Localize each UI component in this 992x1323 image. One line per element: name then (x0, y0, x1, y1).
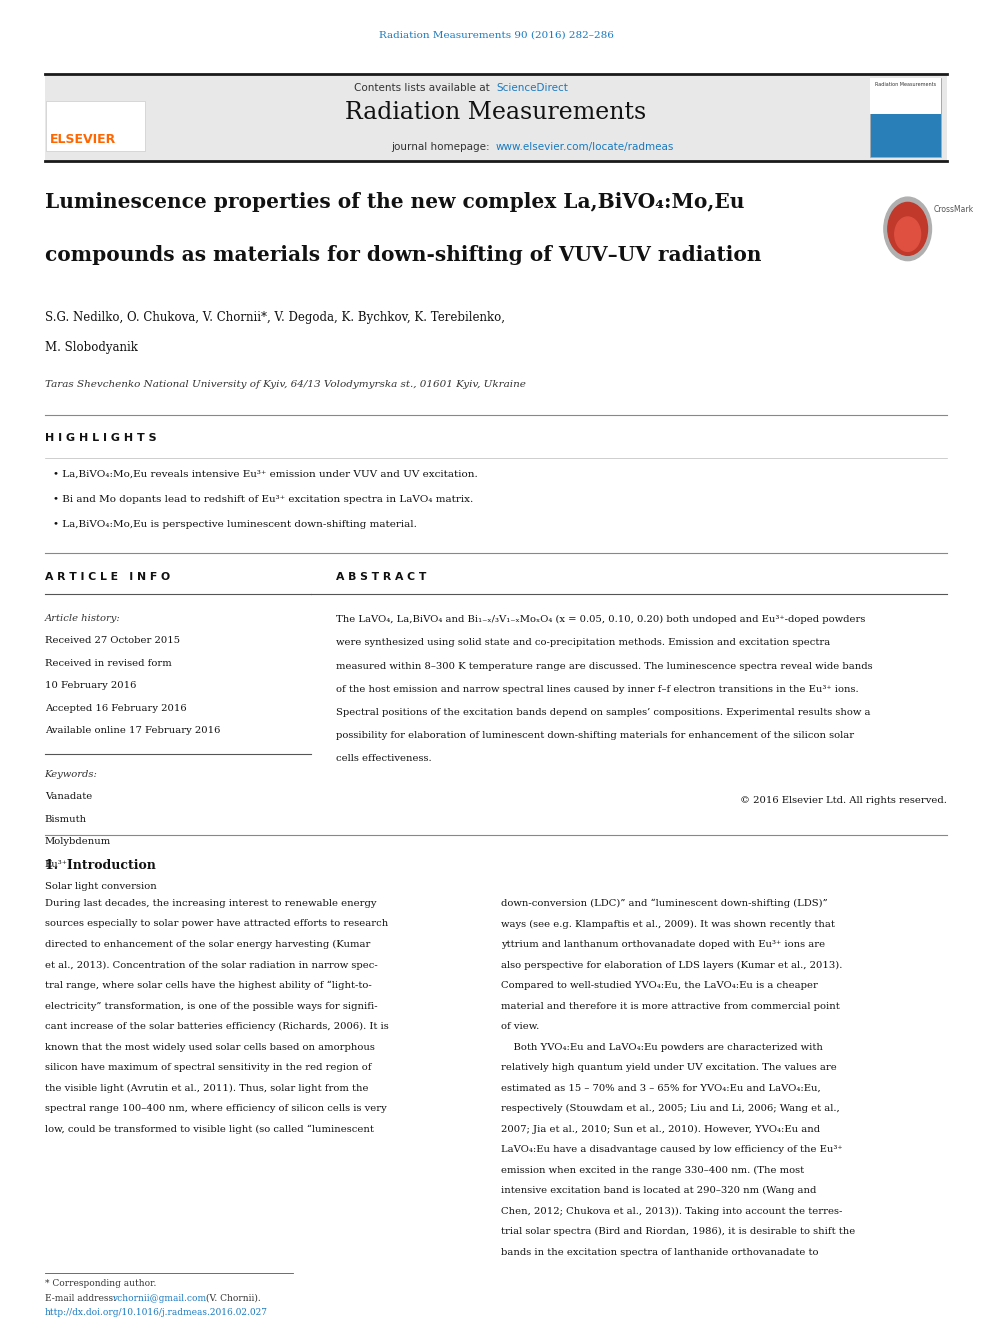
Text: M. Slobodyanik: M. Slobodyanik (45, 341, 138, 355)
Text: Solar light conversion: Solar light conversion (45, 882, 157, 892)
Text: vchornii@gmail.com: vchornii@gmail.com (112, 1294, 206, 1303)
Text: Received 27 October 2015: Received 27 October 2015 (45, 636, 180, 646)
Text: were synthesized using solid state and co-precipitation methods. Emission and ex: were synthesized using solid state and c… (335, 639, 830, 647)
Text: A R T I C L E   I N F O: A R T I C L E I N F O (45, 572, 170, 582)
Text: Keywords:: Keywords: (45, 770, 97, 779)
Text: cells effectiveness.: cells effectiveness. (335, 754, 432, 763)
Text: 10 February 2016: 10 February 2016 (45, 681, 136, 691)
Text: CrossMark: CrossMark (933, 205, 973, 214)
Text: A B S T R A C T: A B S T R A C T (335, 572, 427, 582)
Text: estimated as 15 – 70% and 3 – 65% for YVO₄:Eu and LaVO₄:Eu,: estimated as 15 – 70% and 3 – 65% for YV… (501, 1084, 820, 1093)
Text: Received in revised form: Received in revised form (45, 659, 172, 668)
Text: Accepted 16 February 2016: Accepted 16 February 2016 (45, 704, 186, 713)
Text: cant increase of the solar batteries efficiency (Richards, 2006). It is: cant increase of the solar batteries eff… (45, 1023, 389, 1031)
Text: of the host emission and narrow spectral lines caused by inner f–f electron tran: of the host emission and narrow spectral… (335, 685, 858, 693)
Text: LaVO₄:Eu have a disadvantage caused by low efficiency of the Eu³⁺: LaVO₄:Eu have a disadvantage caused by l… (501, 1146, 842, 1154)
Text: the visible light (Avrutin et al., 2011). Thus, solar light from the: the visible light (Avrutin et al., 2011)… (45, 1084, 368, 1093)
Text: Compared to well-studied YVO₄:Eu, the LaVO₄:Eu is a cheaper: Compared to well-studied YVO₄:Eu, the La… (501, 982, 817, 990)
Text: respectively (Stouwdam et al., 2005; Liu and Li, 2006; Wang et al.,: respectively (Stouwdam et al., 2005; Liu… (501, 1105, 839, 1113)
FancyBboxPatch shape (46, 101, 145, 151)
Text: Available online 17 February 2016: Available online 17 February 2016 (45, 726, 220, 736)
Text: Article history:: Article history: (45, 614, 120, 623)
Text: 2007; Jia et al., 2010; Sun et al., 2010). However, YVO₄:Eu and: 2007; Jia et al., 2010; Sun et al., 2010… (501, 1125, 820, 1134)
Text: yttrium and lanthanum orthovanadate doped with Eu³⁺ ions are: yttrium and lanthanum orthovanadate dope… (501, 941, 825, 949)
Circle shape (888, 202, 928, 255)
Text: silicon have maximum of spectral sensitivity in the red region of: silicon have maximum of spectral sensiti… (45, 1064, 371, 1072)
Text: compounds as materials for down-shifting of VUV–UV radiation: compounds as materials for down-shifting… (45, 245, 761, 265)
FancyBboxPatch shape (45, 74, 947, 161)
Text: tral range, where solar cells have the highest ability of “light-to-: tral range, where solar cells have the h… (45, 982, 371, 991)
Text: Contents lists available at: Contents lists available at (354, 83, 493, 94)
Text: http://dx.doi.org/10.1016/j.radmeas.2016.02.027: http://dx.doi.org/10.1016/j.radmeas.2016… (45, 1308, 268, 1318)
Text: Both YVO₄:Eu and LaVO₄:Eu powders are characterized with: Both YVO₄:Eu and LaVO₄:Eu powders are ch… (501, 1043, 822, 1052)
Text: During last decades, the increasing interest to renewable energy: During last decades, the increasing inte… (45, 900, 376, 908)
Text: Taras Shevchenko National University of Kyiv, 64/13 Volodymyrska st., 01601 Kyiv: Taras Shevchenko National University of … (45, 380, 526, 389)
Text: intensive excitation band is located at 290–320 nm (Wang and: intensive excitation band is located at … (501, 1187, 816, 1195)
Text: • Bi and Mo dopants lead to redshift of Eu³⁺ excitation spectra in LaVO₄ matrix.: • Bi and Mo dopants lead to redshift of … (53, 495, 473, 504)
Text: also perspective for elaboration of LDS layers (Kumar et al., 2013).: also perspective for elaboration of LDS … (501, 960, 842, 970)
Text: Vanadate: Vanadate (45, 792, 92, 802)
Text: of view.: of view. (501, 1023, 540, 1031)
Text: • La,BiVO₄:Mo,Eu is perspective luminescent down-shifting material.: • La,BiVO₄:Mo,Eu is perspective luminesc… (53, 520, 417, 529)
FancyBboxPatch shape (870, 78, 941, 157)
Circle shape (895, 217, 921, 251)
Text: Luminescence properties of the new complex La,BiVO₄:Mo,Eu: Luminescence properties of the new compl… (45, 192, 744, 212)
Circle shape (884, 197, 931, 261)
Text: ELSEVIER: ELSEVIER (50, 132, 116, 146)
Text: www.elsevier.com/locate/radmeas: www.elsevier.com/locate/radmeas (496, 142, 675, 152)
Text: E-mail address:: E-mail address: (45, 1294, 119, 1303)
Text: The LaVO₄, La,BiVO₄ and Bi₁₋ₓ/₃V₁₋ₓMoₓO₄ (x = 0.05, 0.10, 0.20) both undoped and: The LaVO₄, La,BiVO₄ and Bi₁₋ₓ/₃V₁₋ₓMoₓO₄… (335, 615, 865, 624)
Text: Bismuth: Bismuth (45, 815, 86, 824)
Text: © 2016 Elsevier Ltd. All rights reserved.: © 2016 Elsevier Ltd. All rights reserved… (740, 796, 947, 804)
Text: spectral range 100–400 nm, where efficiency of silicon cells is very: spectral range 100–400 nm, where efficie… (45, 1105, 387, 1113)
Text: known that the most widely used solar cells based on amorphous: known that the most widely used solar ce… (45, 1043, 375, 1052)
Text: journal homepage:: journal homepage: (391, 142, 493, 152)
Text: Chen, 2012; Chukova et al., 2013)). Taking into account the terres-: Chen, 2012; Chukova et al., 2013)). Taki… (501, 1207, 842, 1216)
Text: Eu³⁺: Eu³⁺ (45, 860, 67, 869)
Text: S.G. Nedilko, O. Chukova, V. Chornii*, V. Degoda, K. Bychkov, K. Terebilenko,: S.G. Nedilko, O. Chukova, V. Chornii*, V… (45, 311, 505, 324)
Text: et al., 2013). Concentration of the solar radiation in narrow spec-: et al., 2013). Concentration of the sola… (45, 960, 377, 970)
Text: bands in the excitation spectra of lanthanide orthovanadate to: bands in the excitation spectra of lanth… (501, 1248, 818, 1257)
Text: Spectral positions of the excitation bands depend on samples’ compositions. Expe: Spectral positions of the excitation ban… (335, 708, 870, 717)
Text: relatively high quantum yield under UV excitation. The values are: relatively high quantum yield under UV e… (501, 1064, 836, 1072)
Text: 1.  Introduction: 1. Introduction (45, 860, 156, 872)
Text: (V. Chornii).: (V. Chornii). (203, 1294, 261, 1303)
Text: Radiation Measurements 90 (2016) 282–286: Radiation Measurements 90 (2016) 282–286 (379, 30, 613, 40)
FancyBboxPatch shape (870, 78, 941, 114)
Text: Molybdenum: Molybdenum (45, 837, 111, 847)
Text: down-conversion (LDC)” and “luminescent down-shifting (LDS)”: down-conversion (LDC)” and “luminescent … (501, 900, 827, 909)
Text: directed to enhancement of the solar energy harvesting (Kumar: directed to enhancement of the solar ene… (45, 941, 370, 949)
Text: material and therefore it is more attractive from commercial point: material and therefore it is more attrac… (501, 1002, 839, 1011)
Text: • La,BiVO₄:Mo,Eu reveals intensive Eu³⁺ emission under VUV and UV excitation.: • La,BiVO₄:Mo,Eu reveals intensive Eu³⁺ … (53, 470, 477, 479)
Text: H I G H L I G H T S: H I G H L I G H T S (45, 433, 157, 443)
Text: measured within 8–300 K temperature range are discussed. The luminescence spectr: measured within 8–300 K temperature rang… (335, 662, 872, 671)
Text: low, could be transformed to visible light (so called “luminescent: low, could be transformed to visible lig… (45, 1125, 374, 1134)
Text: emission when excited in the range 330–400 nm. (The most: emission when excited in the range 330–4… (501, 1166, 805, 1175)
Text: ways (see e.g. Klampaftis et al., 2009). It was shown recently that: ways (see e.g. Klampaftis et al., 2009).… (501, 919, 835, 929)
Text: sources especially to solar power have attracted efforts to research: sources especially to solar power have a… (45, 919, 388, 929)
Text: trial solar spectra (Bird and Riordan, 1986), it is desirable to shift the: trial solar spectra (Bird and Riordan, 1… (501, 1228, 855, 1236)
Text: possibility for elaboration of luminescent down-shifting materials for enhanceme: possibility for elaboration of luminesce… (335, 732, 854, 740)
Text: Radiation Measurements: Radiation Measurements (345, 101, 647, 124)
Text: Radiation Measurements: Radiation Measurements (875, 82, 936, 87)
Text: * Corresponding author.: * Corresponding author. (45, 1279, 156, 1289)
Text: ScienceDirect: ScienceDirect (496, 83, 567, 94)
Text: electricity” transformation, is one of the possible ways for signifi-: electricity” transformation, is one of t… (45, 1002, 377, 1011)
